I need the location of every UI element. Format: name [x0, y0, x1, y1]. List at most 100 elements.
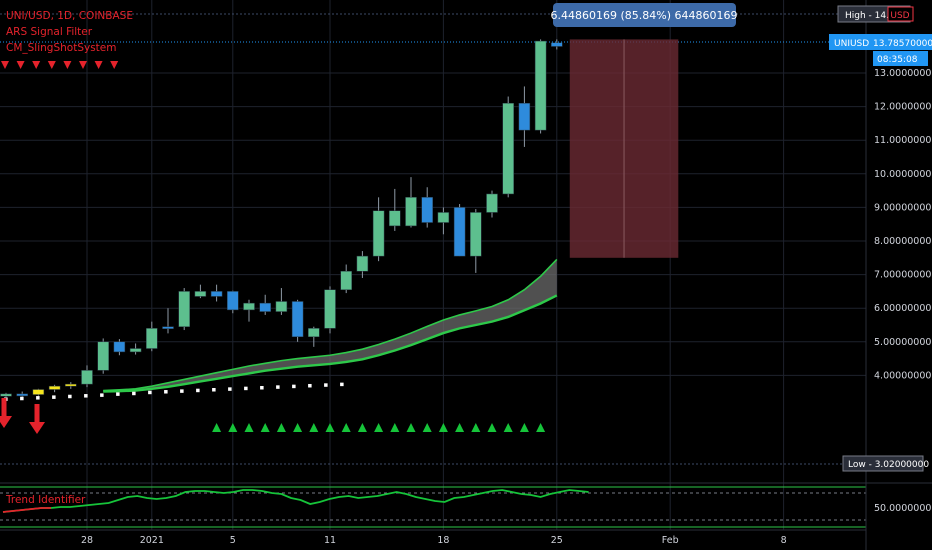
candle-body[interactable]	[421, 197, 433, 223]
price-tick: 5.00000000	[874, 337, 931, 348]
arrow-down-icon	[1, 398, 7, 418]
measure-box[interactable]	[569, 39, 679, 258]
candle-body[interactable]	[113, 341, 126, 353]
candle-body[interactable]	[470, 212, 482, 257]
sell-triangle	[32, 61, 41, 69]
candle-body[interactable]	[437, 212, 450, 223]
indicator-ars[interactable]: ARS Signal Filter	[6, 26, 93, 38]
candle-body[interactable]	[129, 348, 142, 353]
trail-dot	[212, 388, 216, 392]
osc-line-red	[2, 507, 51, 513]
candle-body[interactable]	[275, 301, 288, 312]
candle-body[interactable]	[372, 210, 385, 257]
symbol-header[interactable]: UNI/USD, 1D, COINBASE	[6, 10, 133, 22]
currency-badge-bg[interactable]	[887, 6, 914, 22]
buy-triangle	[309, 423, 319, 432]
last-price-badge-bg	[829, 34, 932, 50]
buy-triangle	[422, 423, 432, 432]
price-tick: 10.00000000	[874, 169, 932, 180]
buy-triangle	[487, 423, 497, 432]
low-badge-bg	[842, 455, 924, 472]
candle-body[interactable]	[291, 301, 304, 338]
buy-triangle	[406, 423, 416, 432]
moving-average-band	[4, 258, 558, 401]
candle-body[interactable]	[551, 42, 563, 47]
candle-body[interactable]	[48, 385, 61, 390]
price-tick: 12.00000000	[874, 102, 932, 113]
candle-body[interactable]	[97, 341, 109, 371]
candle-body[interactable]	[356, 255, 369, 272]
candle-body[interactable]	[146, 328, 158, 349]
price-tick: 13.00000000	[874, 68, 932, 79]
indicator-slingshot[interactable]: CM_SlingShotSystem	[6, 42, 116, 54]
buy-triangle	[325, 423, 335, 432]
candle-body[interactable]	[324, 289, 336, 329]
candle-body[interactable]	[389, 210, 401, 227]
trail-dot	[276, 385, 280, 389]
candle-body[interactable]	[0, 393, 12, 397]
buy-triangle	[536, 423, 546, 432]
oscillator-value: 50.00000000	[874, 503, 932, 514]
buy-triangle	[471, 423, 481, 432]
buy-triangle	[503, 423, 513, 432]
price-axis[interactable]: 13.00000000 12.00000000 11.00000000 10.0000…	[874, 68, 932, 381]
price-tick: 7.00000000	[874, 270, 931, 281]
buy-triangle	[212, 423, 222, 432]
trail-dot	[148, 390, 152, 395]
price-symbol: UNIUSD	[834, 39, 869, 49]
last-price: 13.78570000	[873, 39, 932, 49]
candle-body[interactable]	[486, 193, 498, 213]
oscillator-pane[interactable]	[0, 482, 932, 528]
time-tick: 18	[437, 535, 449, 546]
high-label: High - 14.0000	[845, 11, 912, 21]
trail-dot	[132, 391, 136, 396]
trail-dot	[52, 395, 56, 399]
band-fill	[103, 259, 557, 392]
buy-triangle	[244, 423, 254, 432]
time-tick: Feb	[662, 535, 679, 546]
buy-triangle	[519, 423, 529, 432]
candle-body[interactable]	[453, 207, 466, 257]
time-axis[interactable]: 28 2021 5 11 18 25 Feb 8	[0, 529, 866, 546]
oscillator-label[interactable]: Trend Identifier	[5, 494, 86, 506]
currency-label[interactable]: USD	[890, 11, 909, 21]
buy-triangle	[438, 423, 448, 432]
buy-triangle	[455, 423, 465, 432]
sell-triangle	[94, 61, 103, 69]
time-tick: 25	[551, 535, 563, 546]
candle-body[interactable]	[178, 291, 190, 327]
candle-body[interactable]	[194, 291, 207, 297]
candles[interactable]	[0, 39, 563, 399]
price-tick: 8.00000000	[874, 236, 931, 247]
band-upper-line	[103, 258, 558, 392]
candle-body[interactable]	[32, 389, 45, 395]
buy-triangle	[260, 423, 270, 432]
buy-triangle	[374, 423, 384, 432]
buy-triangle	[390, 423, 400, 432]
trail-dot	[164, 390, 168, 394]
osc-line	[2, 489, 589, 513]
candle-body[interactable]	[162, 326, 174, 329]
band-lower-line	[103, 294, 558, 393]
candle-body[interactable]	[340, 270, 352, 290]
time-tick: 28	[81, 535, 93, 546]
price-tick: 4.00000000	[874, 370, 931, 381]
candle-body[interactable]	[81, 370, 93, 385]
candle-body[interactable]	[210, 291, 223, 297]
trail-dot	[84, 394, 88, 398]
time-tick: 2021	[140, 535, 164, 546]
candle-body[interactable]	[16, 393, 28, 397]
trail-dot	[196, 388, 200, 393]
arrow-down-icon	[29, 422, 45, 434]
candle-body[interactable]	[227, 291, 239, 311]
candle-body[interactable]	[259, 302, 271, 312]
candle-body[interactable]	[243, 302, 255, 311]
candle-body[interactable]	[502, 102, 514, 195]
candle-body[interactable]	[534, 40, 547, 131]
candle-body[interactable]	[405, 197, 417, 227]
trail-dot	[340, 382, 344, 387]
candle-body[interactable]	[308, 328, 320, 338]
candle-body[interactable]	[65, 383, 77, 387]
candle-body[interactable]	[518, 102, 531, 131]
